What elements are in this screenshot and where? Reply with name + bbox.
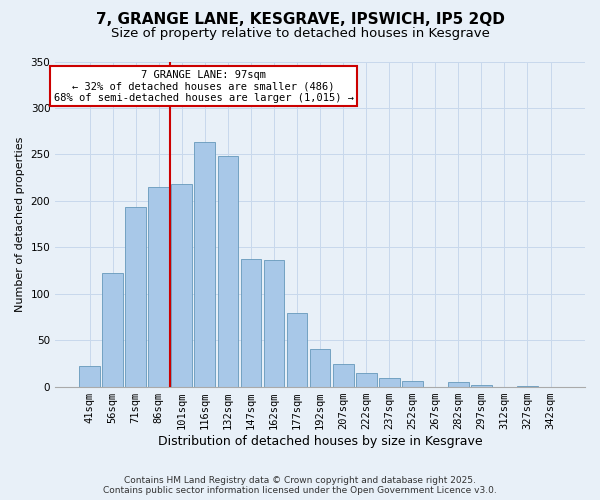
Bar bbox=[402, 381, 422, 386]
Bar bbox=[287, 313, 307, 386]
Bar bbox=[471, 384, 492, 386]
Bar bbox=[79, 366, 100, 386]
Bar bbox=[241, 260, 262, 386]
Bar bbox=[125, 208, 146, 386]
Bar bbox=[263, 260, 284, 386]
Bar bbox=[448, 382, 469, 386]
Bar bbox=[194, 142, 215, 386]
Bar bbox=[379, 378, 400, 386]
Bar bbox=[310, 348, 331, 387]
Bar bbox=[333, 364, 353, 386]
Bar bbox=[356, 372, 377, 386]
Y-axis label: Number of detached properties: Number of detached properties bbox=[15, 136, 25, 312]
Text: 7, GRANGE LANE, KESGRAVE, IPSWICH, IP5 2QD: 7, GRANGE LANE, KESGRAVE, IPSWICH, IP5 2… bbox=[95, 12, 505, 28]
Bar bbox=[102, 274, 123, 386]
Bar bbox=[172, 184, 192, 386]
Bar bbox=[218, 156, 238, 386]
Text: Contains HM Land Registry data © Crown copyright and database right 2025.
Contai: Contains HM Land Registry data © Crown c… bbox=[103, 476, 497, 495]
Bar bbox=[148, 187, 169, 386]
X-axis label: Distribution of detached houses by size in Kesgrave: Distribution of detached houses by size … bbox=[158, 434, 482, 448]
Text: 7 GRANGE LANE: 97sqm
← 32% of detached houses are smaller (486)
68% of semi-deta: 7 GRANGE LANE: 97sqm ← 32% of detached h… bbox=[53, 70, 353, 103]
Text: Size of property relative to detached houses in Kesgrave: Size of property relative to detached ho… bbox=[110, 28, 490, 40]
